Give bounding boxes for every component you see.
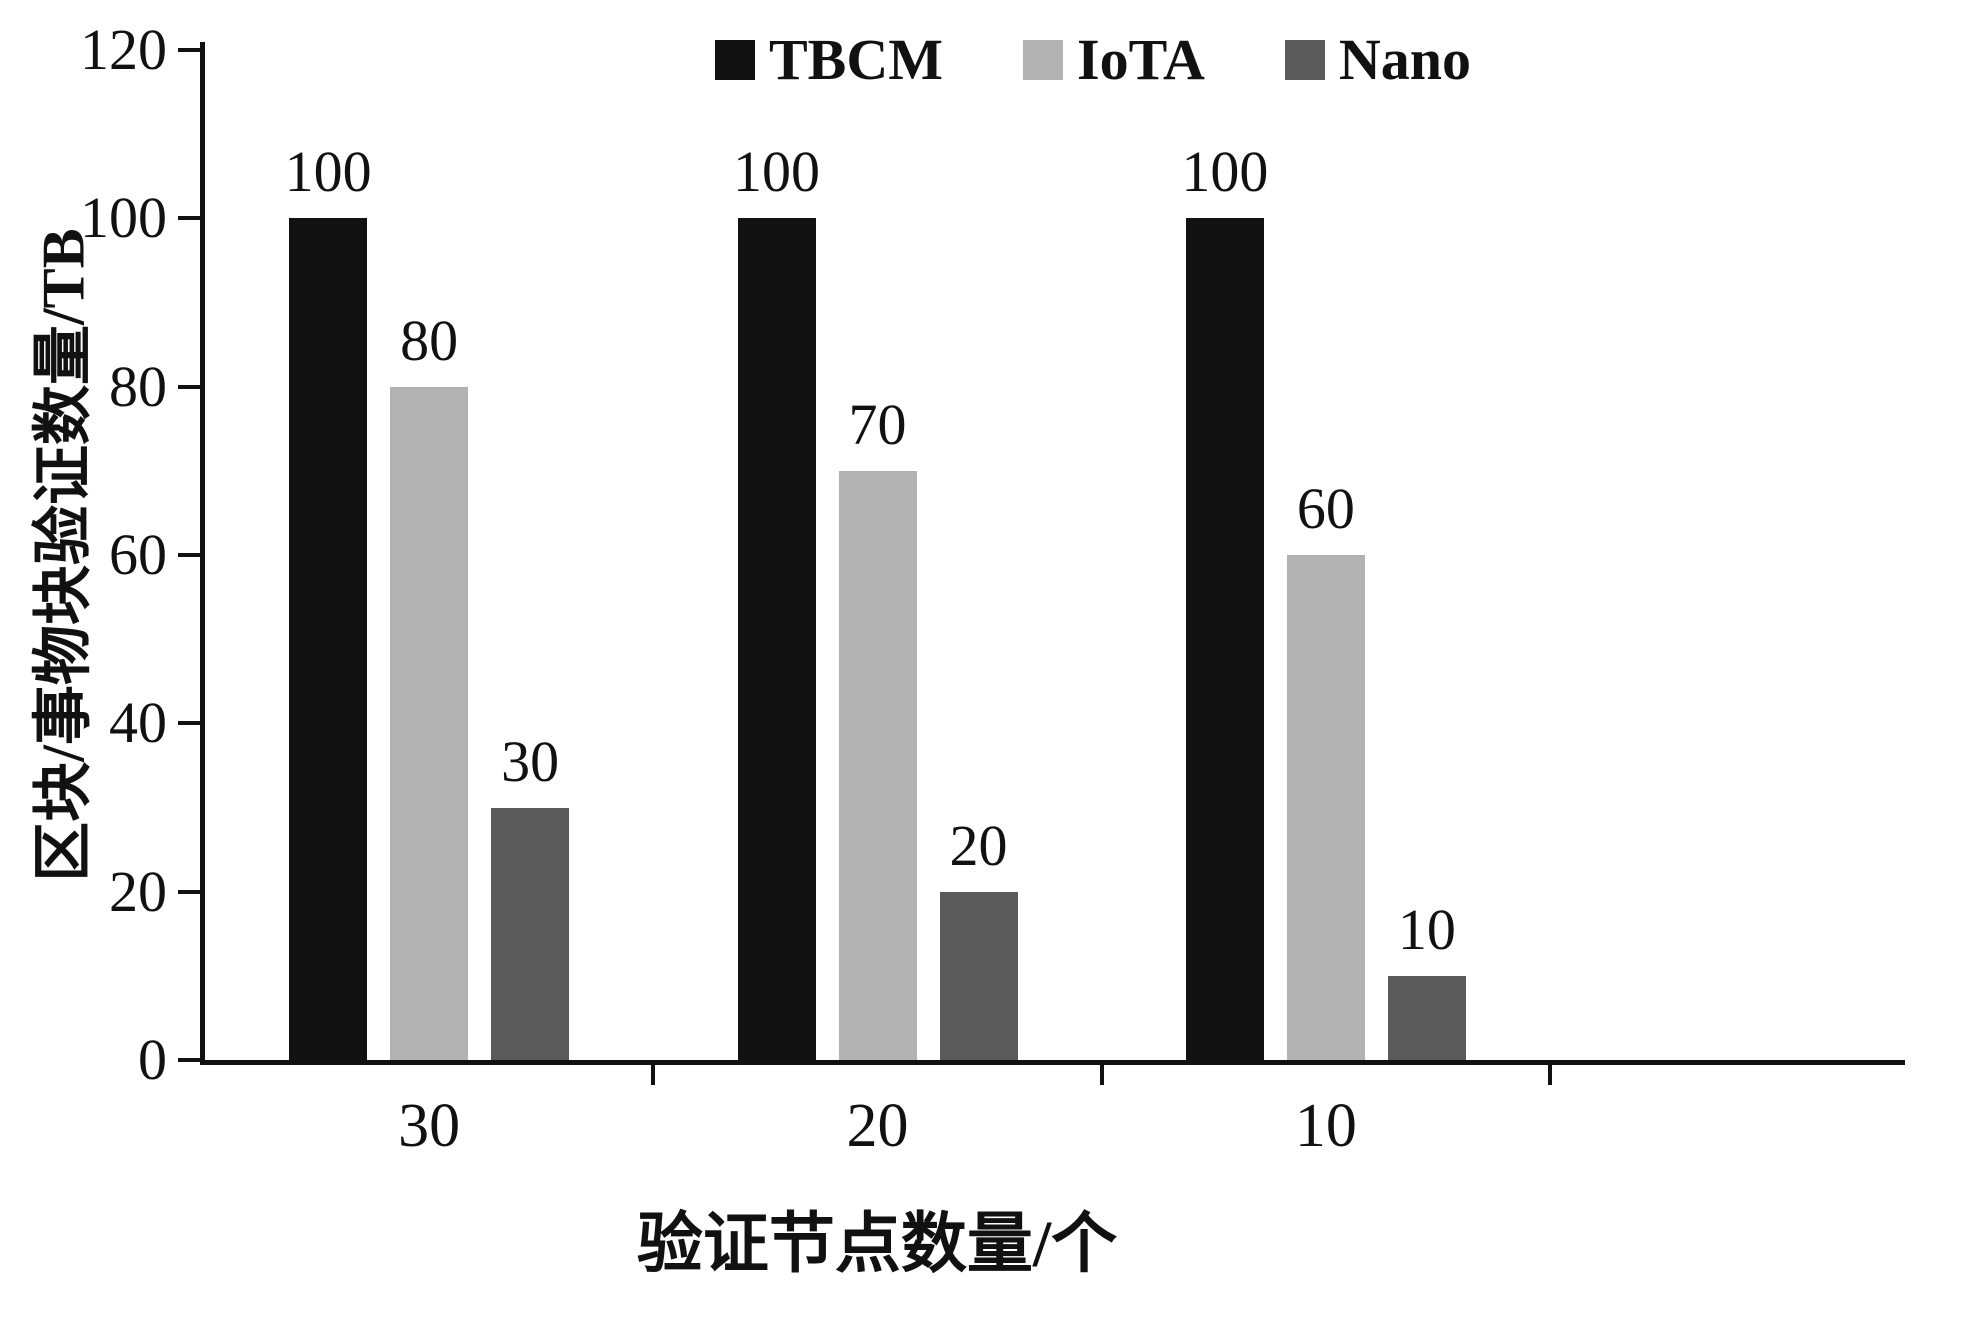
y-tick-mark: [178, 553, 200, 557]
legend-swatch-icon: [1284, 39, 1325, 80]
bar-IoTA-20: [838, 470, 917, 1060]
x-category-label: 20: [846, 1092, 909, 1160]
y-tick-label: 80: [109, 353, 167, 419]
bar-TBCM-10: [1185, 218, 1264, 1060]
bar-value-label: 100: [733, 139, 820, 205]
x-axis-title: 验证节点数量/个: [636, 1208, 1118, 1281]
bar-value-label: 30: [501, 728, 560, 794]
y-tick-label: 0: [138, 1027, 167, 1092]
x-tick-mark: [651, 1065, 656, 1085]
legend-item-Nano: Nano: [1284, 26, 1471, 93]
bar-Nano-30: [491, 807, 570, 1060]
legend-item-IoTA: IoTA: [1023, 26, 1205, 93]
bar-IoTA-30: [390, 386, 469, 1060]
x-tick-mark: [1099, 1065, 1104, 1085]
legend: TBCM IoTA Nano: [715, 26, 1471, 93]
y-tick-label: 40: [109, 690, 167, 756]
y-tick-mark: [178, 889, 200, 894]
x-axis-line: [200, 1060, 1905, 1065]
bar-value-label: 80: [400, 307, 459, 373]
y-tick-mark: [178, 721, 200, 726]
bar-value-label: 70: [848, 391, 907, 457]
y-tick-label: 20: [109, 858, 167, 924]
y-tick-label: 100: [80, 185, 167, 251]
legend-item-TBCM: TBCM: [715, 26, 943, 93]
legend-label: TBCM: [769, 27, 943, 92]
bar-value-label: 10: [1397, 896, 1456, 962]
legend-swatch-icon: [715, 39, 755, 80]
bar-TBCM-20: [737, 218, 816, 1060]
y-tick-label: 60: [109, 522, 167, 587]
bar-value-label: 100: [284, 139, 372, 205]
bar-value-label: 100: [1181, 139, 1269, 205]
legend-label: IoTA: [1077, 27, 1205, 92]
bar-TBCM-30: [289, 218, 368, 1060]
bar-IoTA-10: [1286, 555, 1365, 1060]
y-tick-mark: [178, 384, 200, 389]
legend-label: Nano: [1338, 27, 1471, 92]
y-tick-label: 120: [80, 17, 167, 82]
bar-Nano-20: [939, 891, 1018, 1060]
bar-value-label: 60: [1296, 476, 1355, 541]
y-tick-mark: [178, 1058, 200, 1062]
legend-swatch-icon: [1023, 39, 1063, 80]
bar-value-label: 20: [949, 812, 1008, 878]
y-axis-line: [200, 42, 205, 1065]
x-category-label: 10: [1294, 1092, 1357, 1160]
y-tick-mark: [178, 216, 200, 221]
y-tick-mark: [178, 48, 200, 52]
bar-Nano-10: [1387, 975, 1466, 1060]
x-tick-mark: [1548, 1065, 1552, 1085]
x-category-label: 30: [398, 1092, 461, 1160]
